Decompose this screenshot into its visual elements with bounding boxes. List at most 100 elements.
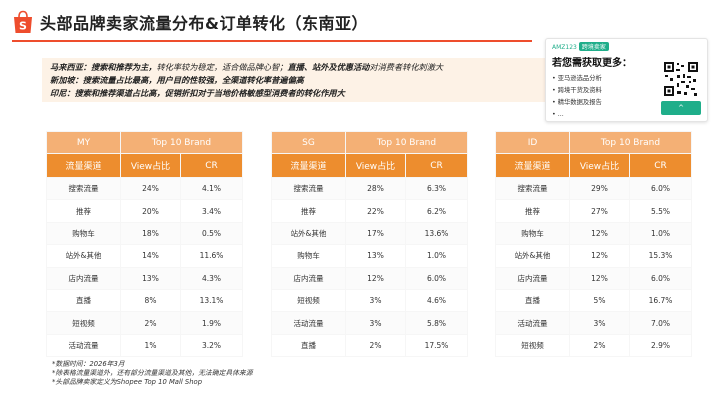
cr-cell: 0.5% <box>179 221 244 246</box>
cr-cell: 4.1% <box>179 176 244 201</box>
cr-cell: 3.2% <box>179 333 244 358</box>
view-cell: 28% <box>345 176 406 201</box>
column-header-view: View占比 <box>345 153 406 178</box>
view-cell: 13% <box>120 266 181 290</box>
table-row: 购物车 13% 1.0% <box>271 244 469 268</box>
column-header-view: View占比 <box>569 153 630 178</box>
table-row: 站外&其他 12% 15.3% <box>495 244 693 268</box>
view-cell: 2% <box>120 311 181 335</box>
channel-cell: 店内流量 <box>271 266 346 290</box>
insight-sg-label: 新加坡： <box>50 75 83 85</box>
view-cell: 2% <box>345 333 406 358</box>
insight-sg-part: 搜索流量占比最高，用户目的性较强， <box>82 75 222 85</box>
column-header-cr: CR <box>179 153 244 178</box>
insight-my-part: 搜索和推荐为主， <box>90 62 157 72</box>
cr-cell: 6.0% <box>628 176 693 201</box>
channel-cell: 推荐 <box>495 199 570 223</box>
table-row: 活动流量 3% 7.0% <box>495 311 693 335</box>
promo-item: • ... <box>552 111 564 118</box>
channel-cell: 站外&其他 <box>495 244 570 268</box>
promo-card[interactable]: AMZ123 跨境卖家 若您需获取更多： • 亚马逊选品分析 • 跨境干货及资料 … <box>545 38 708 122</box>
view-cell: 29% <box>569 176 630 201</box>
insight-id-label: 印尼： <box>50 88 75 98</box>
view-cell: 3% <box>345 288 406 313</box>
cr-cell: 6.2% <box>404 199 469 223</box>
channel-cell: 活动流量 <box>495 311 570 335</box>
footnotes: *数据时间：2026年3月 *除表格流量渠道外，还有部分流量渠道及其他，无法确定… <box>52 360 253 387</box>
cr-cell: 5.8% <box>404 311 469 335</box>
insight-my-part: 直播、站外及优惠活动 <box>287 62 370 72</box>
table-row: 直播 5% 16.7% <box>495 288 693 313</box>
channel-cell: 短视频 <box>271 288 346 313</box>
view-cell: 27% <box>569 199 630 223</box>
table-my: MY Top 10 Brand 流量渠道 View占比 CR 搜索流量 24% 4.… <box>46 131 244 358</box>
table-row: 搜索流量 29% 6.0% <box>495 176 693 201</box>
column-header-channel: 流量渠道 <box>495 153 570 178</box>
channel-cell: 活动流量 <box>46 333 121 358</box>
insight-my-part: 转化率较为稳定，适合做品牌心智； <box>156 62 288 72</box>
insight-sg: 新加坡：搜索流量占比最高，用户目的性较强，全渠道转化率普遍偏高 <box>50 74 539 87</box>
insight-id-part: 搜索和推荐渠道占比高， <box>74 88 165 98</box>
table-row: 短视频 3% 4.6% <box>271 288 469 313</box>
channel-cell: 短视频 <box>495 333 570 358</box>
view-cell: 14% <box>120 244 181 268</box>
insight-my-label: 马来西亚： <box>50 62 91 72</box>
channel-cell: 店内流量 <box>495 266 570 290</box>
view-cell: 20% <box>120 199 181 223</box>
cr-cell: 1.0% <box>404 244 469 268</box>
channel-cell: 短视频 <box>46 311 121 335</box>
cr-cell: 1.0% <box>628 221 693 246</box>
insight-my-part: 对消费者转化刺激大 <box>369 62 444 72</box>
view-cell: 12% <box>345 266 406 290</box>
channel-cell: 搜索流量 <box>271 176 346 201</box>
promo-header: AMZ123 跨境卖家 <box>552 42 701 51</box>
table-row: 购物车 18% 0.5% <box>46 221 244 246</box>
table-row: 搜索流量 24% 4.1% <box>46 176 244 201</box>
view-cell: 24% <box>120 176 181 201</box>
cr-cell: 11.6% <box>179 244 244 268</box>
view-cell: 2% <box>569 333 630 358</box>
column-header-channel: 流量渠道 <box>271 153 346 178</box>
table-row: 直播 2% 17.5% <box>271 333 469 358</box>
table-row: 店内流量 12% 6.0% <box>271 266 469 290</box>
table-row: 推荐 22% 6.2% <box>271 199 469 223</box>
promo-list: • 亚马逊选品分析 • 跨境干货及资料 • 精华数据及报告 • ... <box>552 73 701 121</box>
cr-cell: 13.1% <box>179 288 244 313</box>
insights-box: 马来西亚：搜索和推荐为主，转化率较为稳定，适合做品牌心智；直播、站外及优惠活动对… <box>42 58 547 102</box>
cr-cell: 4.3% <box>179 266 244 290</box>
promo-button[interactable]: ^ <box>661 101 701 115</box>
channel-cell: 推荐 <box>46 199 121 223</box>
view-cell: 1% <box>120 333 181 358</box>
table-row: 站外&其他 14% 11.6% <box>46 244 244 268</box>
view-cell: 17% <box>345 221 406 246</box>
table-row: 直播 8% 13.1% <box>46 288 244 313</box>
cr-cell: 13.6% <box>404 221 469 246</box>
cr-cell: 17.5% <box>404 333 469 358</box>
cr-cell: 16.7% <box>628 288 693 313</box>
cr-cell: 4.6% <box>404 288 469 313</box>
table-brand-header: Top 10 Brand <box>568 131 693 154</box>
cr-cell: 6.0% <box>628 266 693 290</box>
table-sg: SG Top 10 Brand 流量渠道 View占比 CR 搜索流量 28% 6.… <box>271 131 469 358</box>
channel-cell: 搜索流量 <box>495 176 570 201</box>
title-underline <box>12 40 532 42</box>
table-market-header: ID <box>495 131 570 154</box>
column-header-view: View占比 <box>120 153 181 178</box>
table-market-header: MY <box>46 131 121 154</box>
promo-item: • 亚马逊选品分析 <box>552 75 602 82</box>
cr-cell: 1.9% <box>179 311 244 335</box>
promo-brand: AMZ123 <box>552 44 577 51</box>
view-cell: 12% <box>569 244 630 268</box>
table-row: 搜索流量 28% 6.3% <box>271 176 469 201</box>
channel-cell: 购物车 <box>495 221 570 246</box>
table-market-header: SG <box>271 131 346 154</box>
column-header-cr: CR <box>404 153 469 178</box>
column-header-channel: 流量渠道 <box>46 153 121 178</box>
table-row: 推荐 27% 5.5% <box>495 199 693 223</box>
qr-code-icon[interactable] <box>663 61 699 97</box>
channel-cell: 推荐 <box>271 199 346 223</box>
view-cell: 22% <box>345 199 406 223</box>
cr-cell: 6.3% <box>404 176 469 201</box>
column-header-cr: CR <box>628 153 693 178</box>
table-brand-header: Top 10 Brand <box>344 131 469 154</box>
